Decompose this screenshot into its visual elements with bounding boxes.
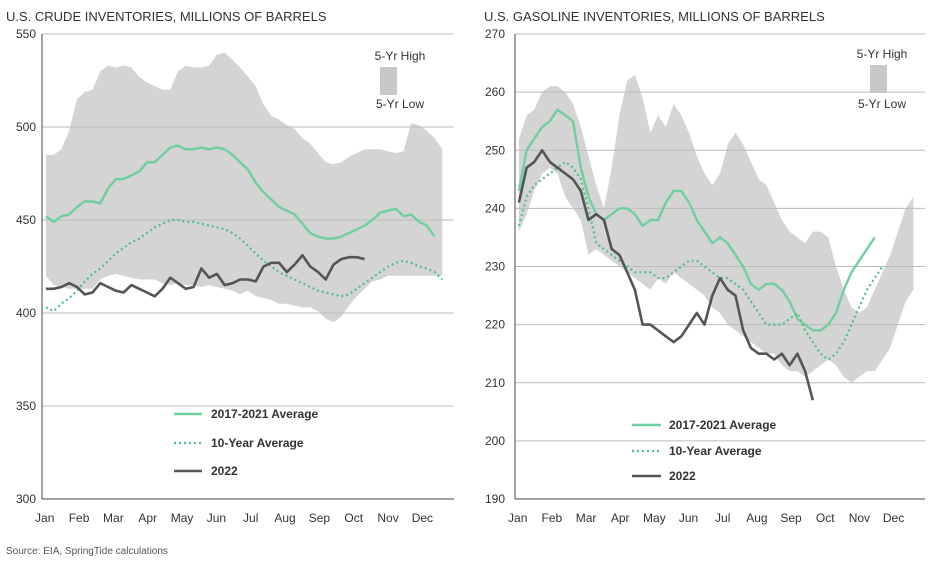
x-tick-label: Aug	[274, 511, 295, 525]
chart-title: U.S. GASOLINE INVENTORIES, MILLIONS OF B…	[484, 9, 825, 24]
x-tick-label: Dec	[883, 511, 904, 525]
legend-label: 2022	[669, 469, 696, 483]
x-tick-label: Jan	[35, 511, 54, 525]
x-tick-label: Mar	[576, 511, 597, 525]
chart-title: U.S. CRUDE INVENTORIES, MILLIONS OF BARR…	[6, 9, 327, 24]
x-tick-label: Sep	[780, 511, 802, 525]
x-tick-label: Jun	[679, 511, 698, 525]
x-tick-label: May	[171, 511, 194, 525]
y-tick-label: 300	[16, 492, 36, 506]
x-tick-label: Sep	[309, 511, 331, 525]
chart-gasoline: U.S. GASOLINE INVENTORIES, MILLIONS OF B…	[484, 9, 925, 525]
band-legend-high: 5-Yr High	[375, 49, 426, 63]
x-tick-label: Feb	[542, 511, 563, 525]
band-legend-high: 5-Yr High	[857, 47, 908, 61]
y-tick-label: 230	[485, 260, 505, 274]
legend-label: 2017-2021 Average	[669, 418, 777, 432]
y-tick-label: 450	[16, 213, 36, 227]
y-tick-label: 200	[485, 434, 505, 448]
x-tick-label: Nov	[377, 511, 398, 525]
legend-label: 10-Year Average	[669, 444, 762, 458]
legend-label: 2022	[211, 464, 238, 478]
x-tick-label: Nov	[849, 511, 870, 525]
legend-label: 10-Year Average	[211, 436, 304, 450]
series-2017-2021-average	[517, 108, 876, 332]
band-legend-low: 5-Yr Low	[376, 97, 424, 111]
x-tick-label: Apr	[611, 511, 630, 525]
series-2022	[45, 254, 365, 298]
x-tick-label: May	[643, 511, 666, 525]
series-2022	[517, 149, 815, 401]
x-tick-label: Apr	[138, 511, 157, 525]
y-tick-label: 550	[16, 27, 36, 41]
x-tick-label: Jul	[243, 511, 258, 525]
y-tick-label: 210	[485, 376, 505, 390]
five-year-range-band	[518, 74, 914, 383]
band-legend-swatch	[380, 67, 397, 95]
y-tick-label: 240	[485, 201, 505, 215]
y-tick-label: 350	[16, 399, 36, 413]
x-tick-label: Jun	[207, 511, 226, 525]
y-tick-label: 220	[485, 318, 505, 332]
series-10-year-average	[517, 160, 884, 361]
y-tick-label: 270	[485, 27, 505, 41]
x-tick-label: Dec	[412, 511, 433, 525]
legend-label: 2017-2021 Average	[211, 407, 319, 421]
y-tick-label: 260	[485, 85, 505, 99]
x-tick-label: Mar	[103, 511, 124, 525]
y-tick-label: 250	[485, 143, 505, 157]
x-tick-label: Jul	[715, 511, 730, 525]
x-tick-label: Jan	[508, 511, 527, 525]
x-tick-label: Oct	[816, 511, 835, 525]
five-year-range-band	[45, 52, 443, 323]
series-10-year-average	[45, 218, 444, 313]
series-2017-2021-average	[45, 144, 436, 240]
y-tick-label: 500	[16, 120, 36, 134]
charts: U.S. CRUDE INVENTORIES, MILLIONS OF BARR…	[6, 9, 925, 525]
source-note: Source: EIA, SpringTide calculations	[6, 546, 168, 557]
band-legend-swatch	[870, 65, 887, 93]
chart-crude: U.S. CRUDE INVENTORIES, MILLIONS OF BARR…	[6, 9, 454, 525]
x-tick-label: Oct	[344, 511, 363, 525]
band-legend-low: 5-Yr Low	[858, 97, 906, 111]
x-tick-label: Aug	[746, 511, 767, 525]
y-tick-label: 400	[16, 306, 36, 320]
x-tick-label: Feb	[69, 511, 90, 525]
y-tick-label: 190	[485, 492, 505, 506]
